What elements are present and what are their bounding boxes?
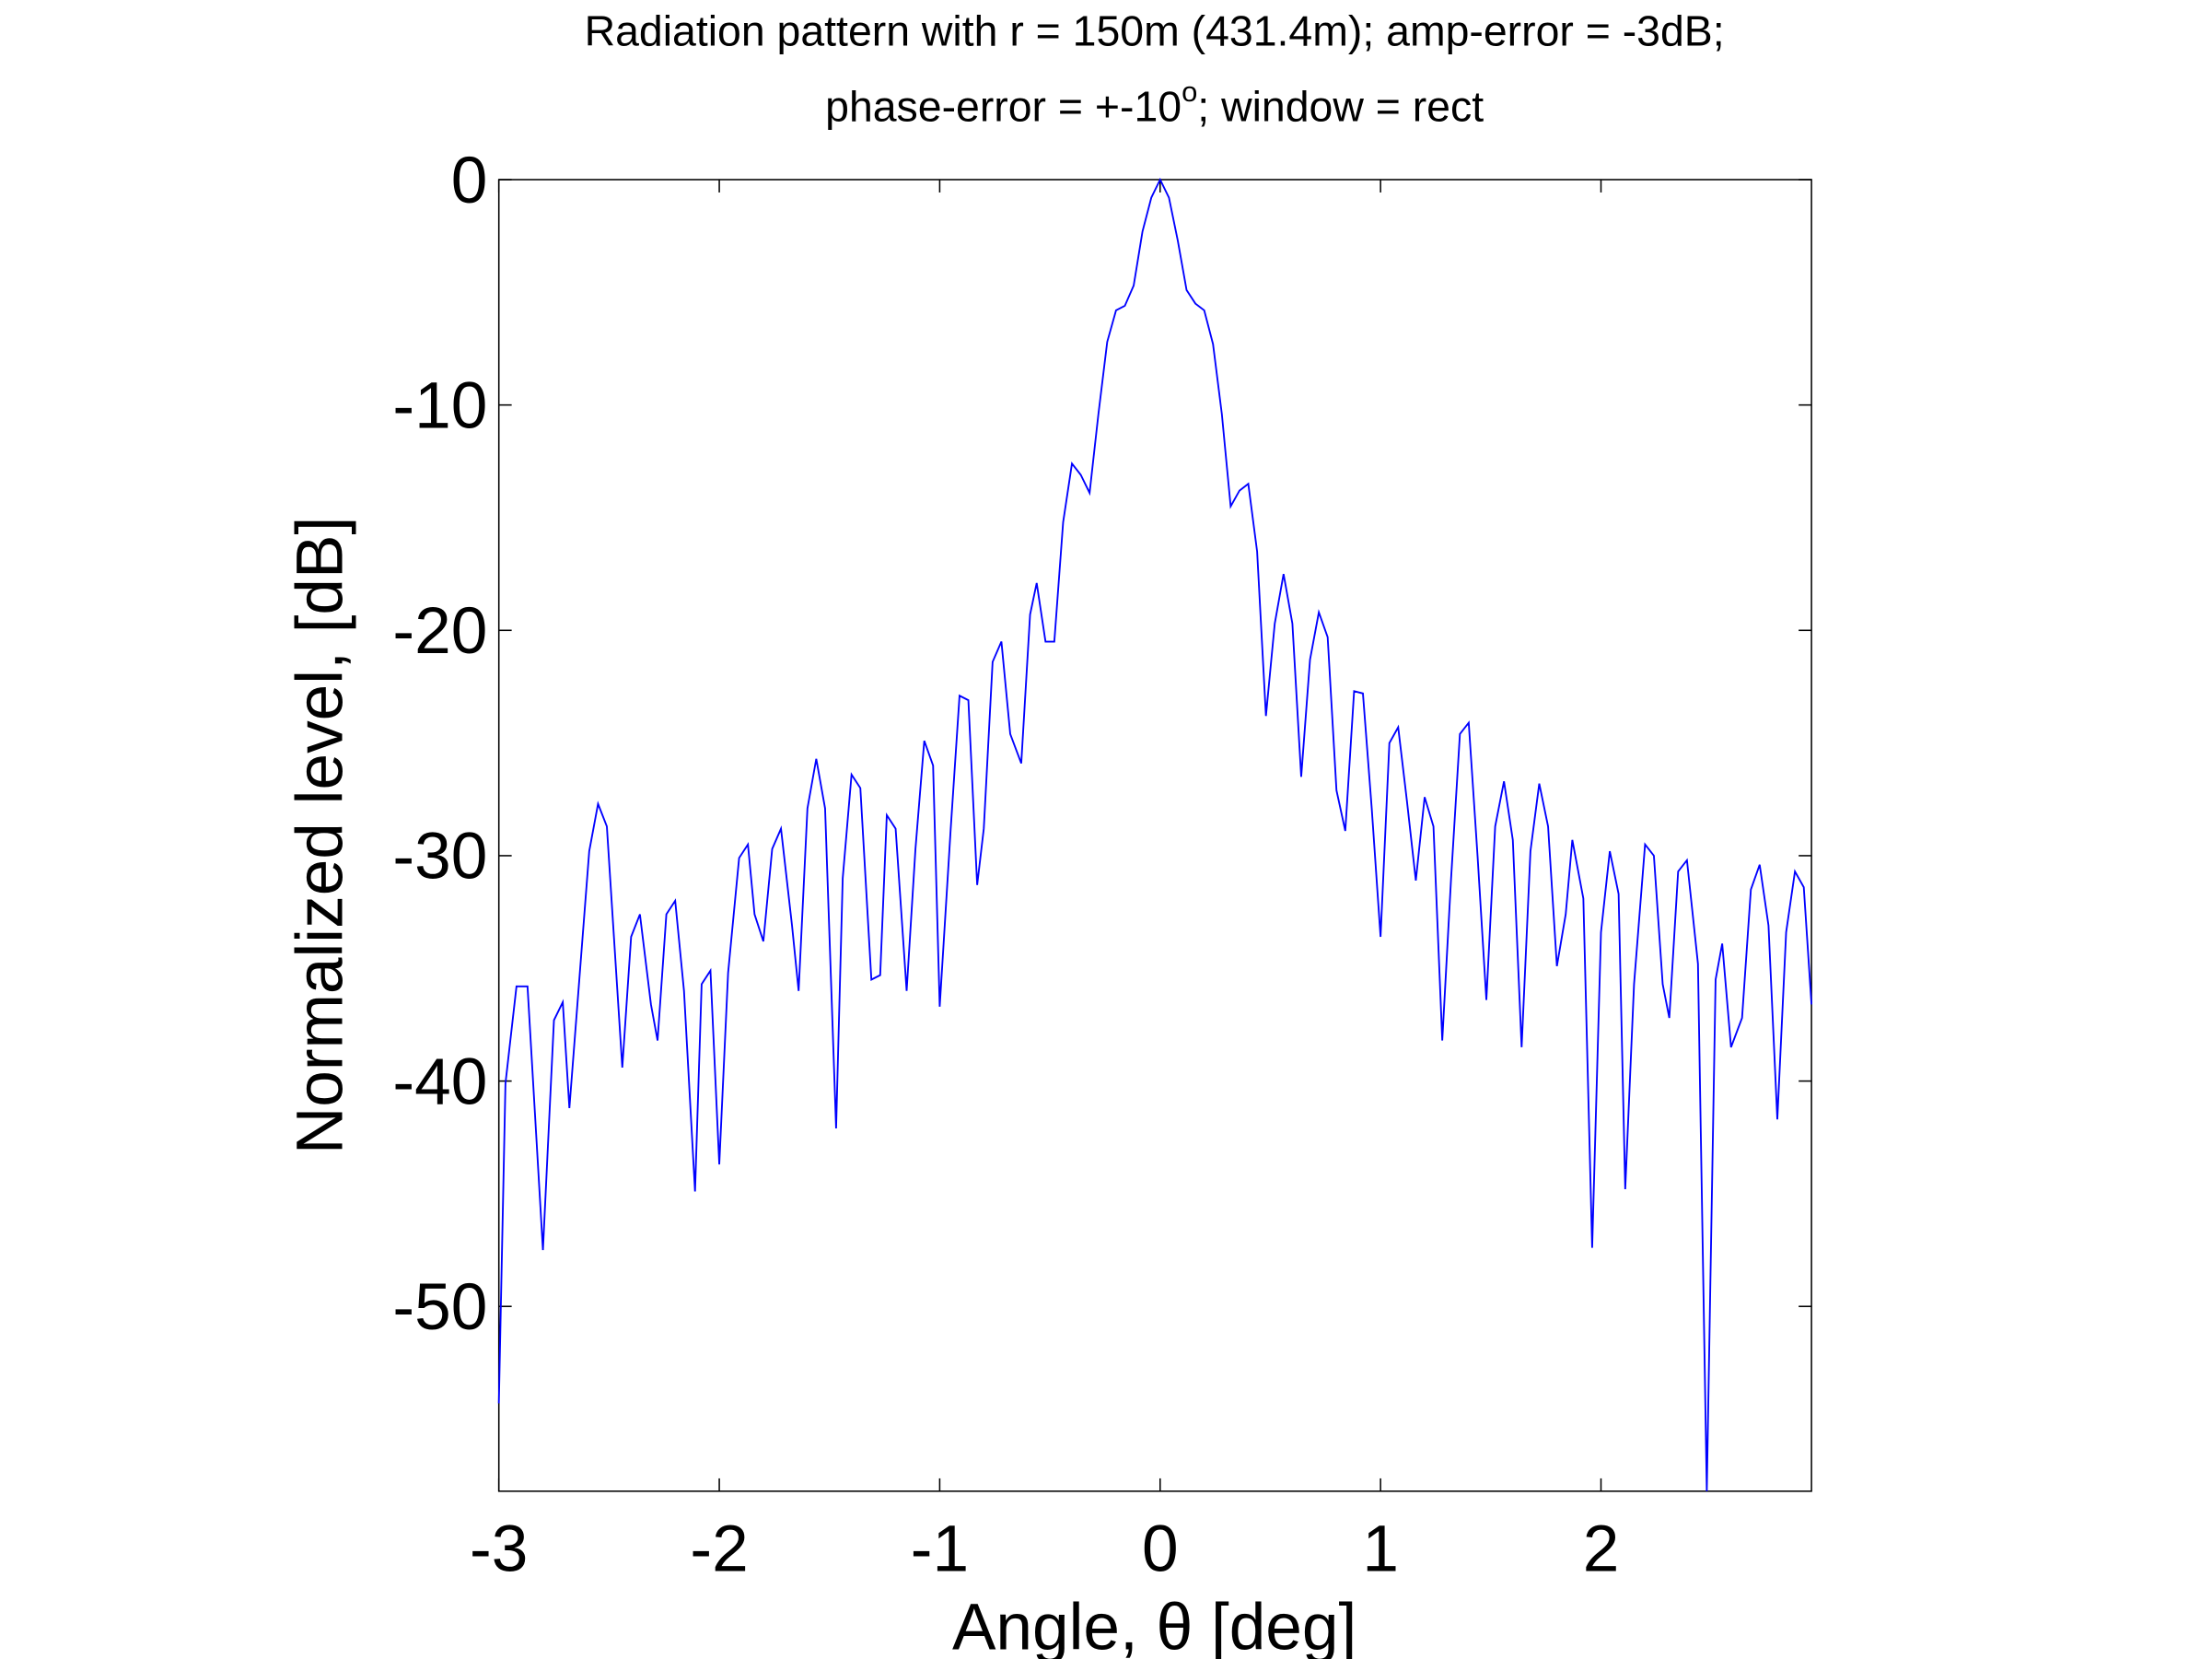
chart-title-line2: phase-error = +-10o; window = rect bbox=[825, 76, 1484, 131]
y-tick-label: -30 bbox=[392, 821, 487, 894]
y-tick-label: -10 bbox=[392, 369, 487, 442]
y-tick-label: -40 bbox=[392, 1046, 487, 1118]
y-tick-label: 0 bbox=[451, 145, 488, 217]
y-tick-label: -20 bbox=[392, 595, 487, 668]
x-axis-label: Angle, θ [deg] bbox=[952, 1592, 1356, 1659]
title-part: ; window = rect bbox=[1197, 83, 1484, 131]
chart-title: Radiation pattern with r = 150m (431.4m)… bbox=[585, 7, 1725, 55]
y-axis-label: Normalized level, [dB] bbox=[284, 517, 356, 1154]
y-tick-label: -50 bbox=[392, 1271, 487, 1344]
title-part: phase-error = +-10 bbox=[825, 83, 1182, 131]
x-tick-label: -1 bbox=[911, 1513, 969, 1586]
title-superscript: o bbox=[1182, 76, 1197, 108]
data-line bbox=[497, 177, 1813, 1491]
x-tick-label: 0 bbox=[1142, 1513, 1179, 1586]
x-tick-label: -2 bbox=[690, 1513, 748, 1586]
plot-area bbox=[497, 179, 1812, 1492]
x-tick-label: 2 bbox=[1583, 1513, 1620, 1586]
x-tick-label: 1 bbox=[1362, 1513, 1399, 1586]
x-tick-label: -3 bbox=[470, 1513, 528, 1586]
